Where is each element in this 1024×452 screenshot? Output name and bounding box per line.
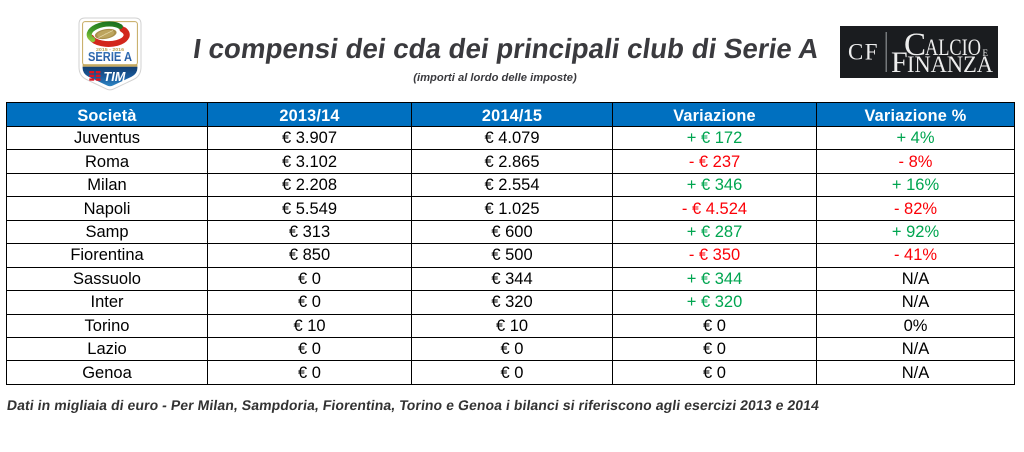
svg-text:CF: CF [848, 40, 879, 65]
svg-text:TIM: TIM [103, 69, 125, 84]
svg-text:C: C [904, 27, 926, 63]
svg-text:F: F [891, 46, 908, 78]
svg-text:E: E [983, 48, 989, 58]
svg-text:ALCIO: ALCIO [925, 35, 981, 61]
svg-text:INANZA: INANZA [907, 52, 993, 78]
svg-text:SERIE A: SERIE A [88, 49, 133, 64]
svg-text:2015 - 2016: 2015 - 2016 [96, 47, 124, 53]
